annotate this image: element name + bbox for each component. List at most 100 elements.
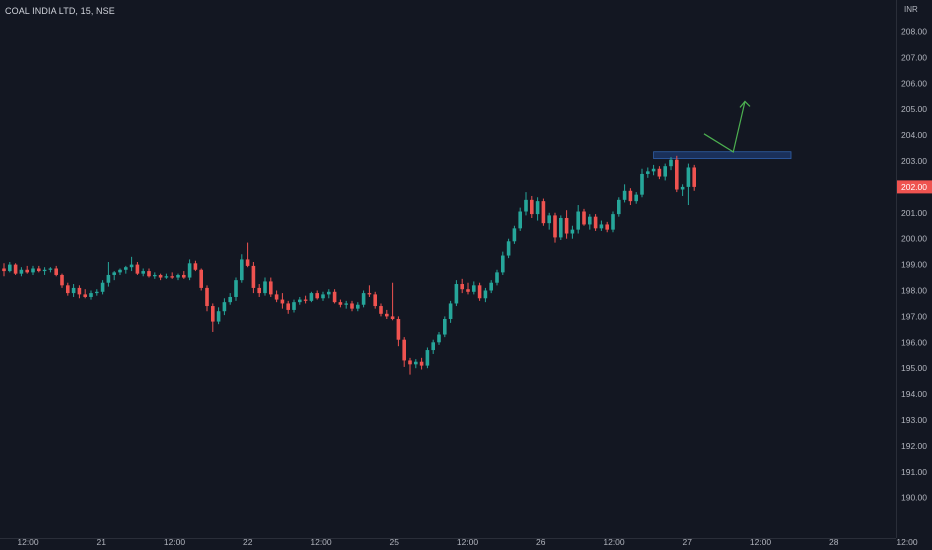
candle-body [408,360,412,365]
candle-body [216,311,221,322]
candle-body [669,159,673,167]
candle-body [611,214,615,230]
candle-body [564,217,569,234]
candle-body [657,168,662,177]
candle-body [640,173,644,195]
candle-body [298,299,302,303]
candle-body [37,268,41,272]
candle-body [66,285,70,294]
candle-body [680,186,685,190]
candle-body [350,303,354,309]
candle-body [367,293,372,295]
candle-body [269,281,273,295]
candle-body [379,306,383,314]
candle-body [124,267,128,270]
candle-body [518,211,522,229]
candle-body [356,304,360,309]
candle-body [106,274,111,283]
candle-body [112,272,116,275]
candle-body [402,339,406,361]
candle-body [588,216,592,225]
candle-body [176,274,180,278]
projection-arrowhead [739,100,751,108]
last-price-tag: 202.00 [897,180,932,194]
projection-path[interactable] [703,101,746,153]
candle-body [431,342,435,351]
candle-body [147,271,151,277]
price-tick-label: 196.00 [901,337,927,347]
candle-body [205,287,209,307]
time-tick-label: 12:00 [310,537,332,547]
candle-body [60,274,64,286]
resistance-zone[interactable] [653,151,792,160]
candle-body [129,264,134,268]
candle-body [472,285,476,292]
price-tick-label: 203.00 [901,156,927,166]
candle-body [512,228,517,242]
candle-body [100,282,105,292]
time-tick-label: 27 [683,537,693,547]
candle-body [2,268,6,272]
resistance-zone-layer [653,151,792,160]
chart-title: COAL INDIA LTD, 15, NSE [5,6,115,16]
time-tick-label: 22 [243,537,253,547]
candle-body [327,291,331,295]
candle-body [31,268,35,273]
candle-body [396,318,401,340]
candle-body [593,216,598,229]
candle-body [135,264,140,274]
candle-body [559,217,563,238]
candle-body [414,361,418,365]
candle-body [89,293,93,297]
price-tick-label: 190.00 [901,493,927,503]
candle-body [193,263,198,270]
time-tick-label: 21 [97,537,107,547]
candle-body [8,264,12,272]
candle-body [425,350,430,366]
candle-body [344,303,348,305]
candle-body [95,291,99,294]
candle-body [501,255,505,273]
price-tick-label: 205.00 [901,104,927,114]
candle-body [13,264,18,274]
time-tick-label: 12:00 [17,537,39,547]
candle-body [495,272,499,283]
candle-body [646,171,650,174]
candle-body [303,299,308,301]
candle-body [315,293,319,299]
price-tick-label: 194.00 [901,389,927,399]
time-axis[interactable]: 12:00 21 12:00 22 12:00 25 12:00 26 12:00 27 12:00… [17,537,918,547]
candle-body [309,293,314,301]
candle-body [373,294,377,307]
candle-body [118,269,122,273]
candle-body [19,269,24,274]
candle-body [42,269,47,272]
candle-body [48,268,53,270]
time-tick-label: 26 [536,537,546,547]
candle-body [385,313,389,317]
candle-body [390,316,395,319]
time-tick-label: 12:00 [457,537,479,547]
time-tick-label: 12:00 [750,537,772,547]
candle-body [675,159,679,190]
price-tick-label: 208.00 [901,27,927,37]
price-tick-label: 204.00 [901,130,927,140]
candle-body [605,224,609,230]
price-tick-label: 193.00 [901,415,927,425]
price-tick-label: 207.00 [901,52,927,62]
price-tick-label: 195.00 [901,363,927,373]
candle-body [506,241,511,256]
candle-body [292,302,296,310]
candle-body [361,293,366,305]
candle-body [187,263,192,278]
candle-body [622,190,627,200]
candle-body [153,274,157,277]
candle-body [234,280,238,297]
candle-body [419,361,424,366]
projection-layer [703,100,751,153]
candle-body [141,271,145,274]
candle-body [448,303,453,319]
